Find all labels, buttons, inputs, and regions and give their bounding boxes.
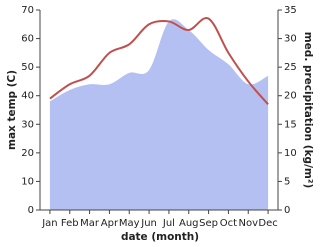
y-tick-label: 40 <box>21 91 34 102</box>
y2-tick-label: 20 <box>284 91 297 102</box>
y2-tick-label: 35 <box>284 5 297 16</box>
y-tick-label: 10 <box>21 176 34 187</box>
y-tick-label: 60 <box>21 34 34 45</box>
x-tick-label: Mar <box>80 218 100 229</box>
y2-tick-label: 15 <box>284 119 297 130</box>
x-tick-label: Jan <box>41 218 57 229</box>
x-tick-label: Oct <box>220 218 237 229</box>
x-tick-label: Apr <box>101 218 119 229</box>
x-tick-label: Sep <box>199 218 218 229</box>
y2-tick-label: 25 <box>284 62 297 73</box>
x-tick-label: May <box>119 218 140 229</box>
x-tick-label: Jun <box>140 218 157 229</box>
y-tick-label: 0 <box>28 205 34 216</box>
y2-tick-label: 10 <box>284 148 297 159</box>
y-axis-label: max temp (C) <box>6 70 18 150</box>
y-tick-label: 20 <box>21 148 34 159</box>
x-axis-label: date (month) <box>121 231 199 243</box>
x-tick-label: Aug <box>179 218 199 229</box>
x-tick-label: Nov <box>238 218 258 229</box>
y-tick-label: 30 <box>21 119 34 130</box>
x-tick-label: Dec <box>258 218 277 229</box>
x-tick-label: Jul <box>162 218 175 229</box>
temperature-line <box>49 16 269 105</box>
y2-axis-label: med. precipitation (kg/m²) <box>302 32 314 189</box>
x-tick-label: Feb <box>61 218 79 229</box>
y2-tick-label: 5 <box>284 176 290 187</box>
y-tick-label: 70 <box>21 5 34 16</box>
y2-tick-label: 30 <box>284 34 297 45</box>
y-tick-label: 50 <box>21 62 34 73</box>
y2-tick-label: 0 <box>284 205 290 216</box>
precipitation-area <box>49 19 269 211</box>
